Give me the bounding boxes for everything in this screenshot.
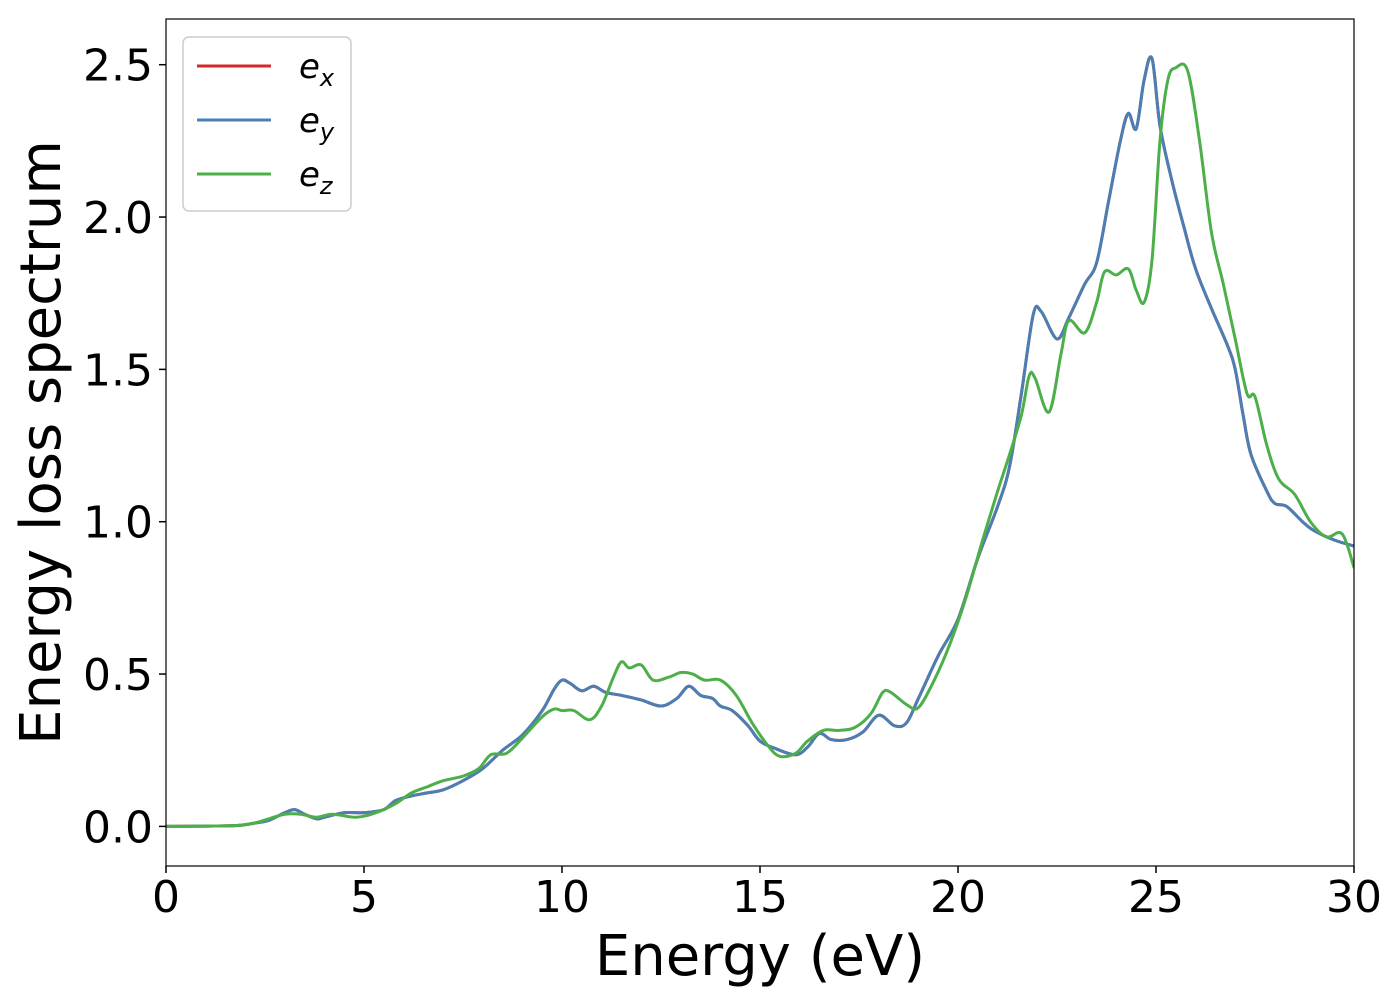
x-tick-label: 10 xyxy=(534,872,590,923)
x-axis-title: Energy (eV) xyxy=(595,924,925,989)
y-tick-label: 1.0 xyxy=(83,498,153,549)
y-tick-label: 2.0 xyxy=(83,193,153,244)
x-tick-label: 15 xyxy=(732,872,788,923)
series-layer xyxy=(166,55,1354,828)
tick-layer: 0 5 10 15 20 25 30 0.0 0.5 1.0 1.5 2.0 2.5 xyxy=(83,41,1382,923)
x-tick-label: 5 xyxy=(350,872,378,923)
legend-label-y: ey xyxy=(299,101,335,146)
x-tick-label: 25 xyxy=(1128,872,1184,923)
legend: ex ey ez xyxy=(182,36,352,212)
legend-label-x: ex xyxy=(299,47,335,92)
y-tick-label: 0.5 xyxy=(83,650,153,701)
y-tick-label: 0.0 xyxy=(83,802,153,853)
legend-label-z: ez xyxy=(299,155,334,200)
y-axis-title: Energy loss spectrum xyxy=(9,140,74,745)
y-tick-label: 1.5 xyxy=(83,345,153,396)
y-tick-label: 2.5 xyxy=(83,41,153,92)
x-tick-label: 30 xyxy=(1326,872,1382,923)
series-line-z xyxy=(166,62,1354,828)
x-tick-label: 20 xyxy=(930,872,986,923)
legend-box xyxy=(182,36,352,212)
x-tick-label: 0 xyxy=(152,872,180,923)
